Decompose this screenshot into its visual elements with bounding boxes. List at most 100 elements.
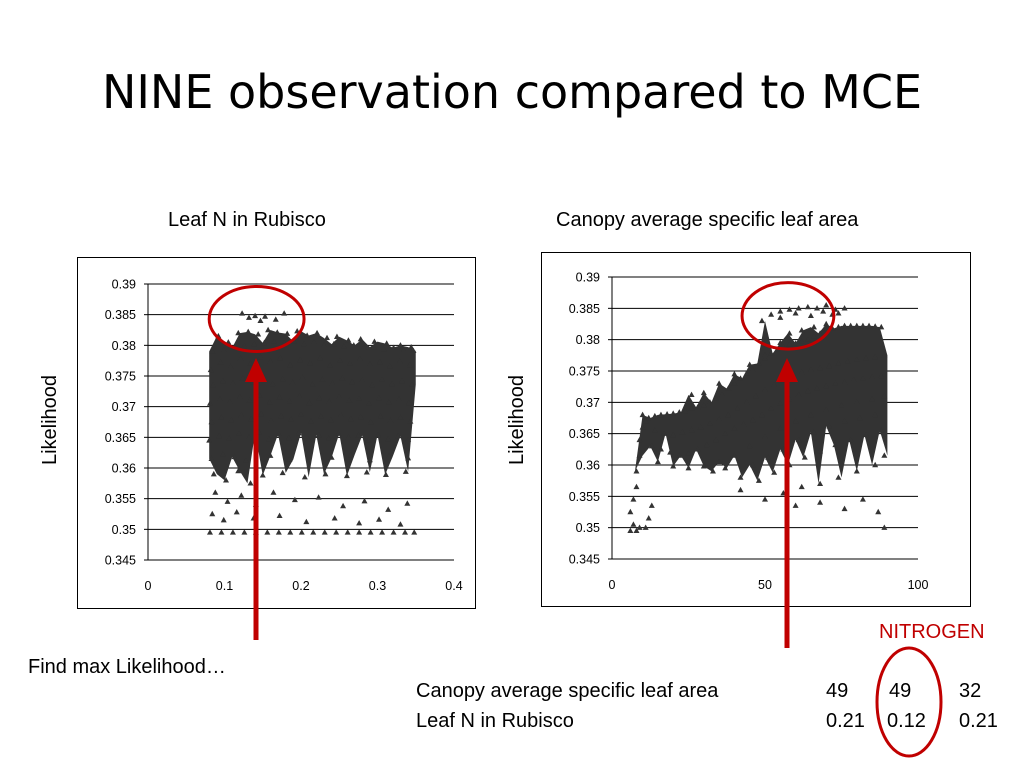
data-point bbox=[262, 313, 269, 319]
x-tick-label: 0.2 bbox=[292, 579, 309, 593]
data-point bbox=[329, 380, 336, 386]
data-point bbox=[269, 380, 276, 387]
data-point bbox=[853, 399, 860, 405]
data-point bbox=[639, 411, 646, 418]
data-point bbox=[233, 508, 240, 515]
data-point bbox=[216, 396, 223, 402]
data-point bbox=[333, 333, 340, 339]
data-point bbox=[361, 497, 368, 504]
data-point bbox=[758, 411, 765, 418]
y-tick-label: 0.355 bbox=[105, 492, 136, 506]
data-point bbox=[287, 529, 294, 535]
data-point bbox=[289, 379, 296, 385]
data-point bbox=[356, 520, 363, 526]
data-point bbox=[304, 332, 311, 338]
chart-title-leaf-n: Leaf N in Rubisco bbox=[168, 209, 326, 231]
data-point bbox=[645, 515, 652, 521]
data-point bbox=[651, 427, 658, 433]
data-point bbox=[737, 486, 744, 493]
data-point bbox=[777, 314, 784, 320]
data-point bbox=[746, 361, 753, 367]
data-point bbox=[247, 480, 254, 486]
data-point bbox=[765, 454, 772, 460]
data-point bbox=[872, 323, 879, 329]
data-point bbox=[872, 461, 879, 468]
data-point bbox=[385, 399, 392, 405]
data-point bbox=[337, 412, 344, 418]
data-point bbox=[777, 339, 784, 345]
data-point bbox=[688, 405, 695, 411]
data-point bbox=[395, 396, 402, 402]
data-point bbox=[706, 420, 713, 426]
data-point bbox=[798, 327, 805, 333]
y-tick-label: 0.39 bbox=[112, 278, 136, 292]
chart-frame-canopy-sla: 0.345 0.35 0.355 0.36 0.365 0.37 0.375 0.38 0.38… bbox=[541, 252, 971, 607]
data-point bbox=[405, 454, 412, 461]
data-point bbox=[798, 338, 805, 344]
data-point bbox=[685, 464, 692, 471]
data-point bbox=[237, 355, 244, 362]
data-point bbox=[762, 355, 768, 361]
data-point bbox=[682, 407, 689, 414]
data-point bbox=[296, 393, 303, 399]
row-value: 32 bbox=[959, 680, 982, 702]
data-point bbox=[872, 411, 879, 418]
data-point bbox=[337, 357, 344, 363]
data-point bbox=[357, 336, 364, 342]
data-point bbox=[252, 312, 259, 319]
data-point bbox=[817, 364, 824, 371]
data-point bbox=[737, 375, 744, 381]
data-point bbox=[220, 347, 227, 353]
data-point bbox=[823, 406, 830, 413]
data-point bbox=[850, 376, 857, 382]
data-point bbox=[823, 382, 830, 389]
data-point bbox=[406, 361, 413, 368]
data-point bbox=[376, 358, 383, 365]
data-point bbox=[385, 453, 392, 459]
data-point bbox=[219, 377, 226, 384]
data-point bbox=[355, 432, 362, 438]
data-point bbox=[397, 414, 404, 420]
data-point bbox=[749, 461, 756, 468]
data-point bbox=[271, 338, 278, 344]
data-point bbox=[298, 529, 305, 535]
data-point bbox=[404, 500, 411, 506]
y-tick-label: 0.375 bbox=[105, 370, 136, 384]
y-tick-label: 0.37 bbox=[576, 396, 600, 410]
data-point bbox=[275, 431, 282, 437]
data-point bbox=[366, 361, 373, 367]
data-point bbox=[206, 400, 213, 406]
data-point bbox=[734, 405, 741, 411]
data-point bbox=[743, 399, 750, 405]
slide-title: NINE observation compared to MCE bbox=[101, 65, 923, 119]
data-point bbox=[633, 468, 640, 474]
data-point bbox=[268, 417, 275, 423]
data-point bbox=[397, 521, 404, 527]
data-point bbox=[241, 342, 248, 349]
data-point bbox=[287, 361, 294, 368]
row-value: 49 bbox=[826, 680, 849, 702]
data-point bbox=[276, 394, 283, 400]
data-point bbox=[363, 469, 370, 475]
data-point bbox=[275, 529, 282, 535]
data-point bbox=[231, 453, 238, 460]
data-point bbox=[832, 380, 839, 386]
row-value: 49 bbox=[889, 680, 912, 702]
data-point bbox=[209, 348, 216, 354]
data-point bbox=[746, 443, 753, 449]
data-point bbox=[762, 352, 768, 358]
data-point bbox=[356, 355, 363, 362]
data-point bbox=[664, 411, 671, 417]
data-point bbox=[807, 411, 814, 418]
data-point bbox=[307, 359, 314, 366]
data-point bbox=[853, 356, 860, 362]
data-point bbox=[835, 323, 842, 330]
data-point bbox=[298, 411, 304, 417]
data-point bbox=[267, 358, 274, 364]
data-point bbox=[841, 505, 848, 512]
data-point bbox=[807, 312, 814, 319]
data-point bbox=[347, 415, 354, 422]
data-point bbox=[395, 432, 402, 439]
data-point bbox=[223, 477, 230, 483]
data-point bbox=[291, 338, 298, 344]
